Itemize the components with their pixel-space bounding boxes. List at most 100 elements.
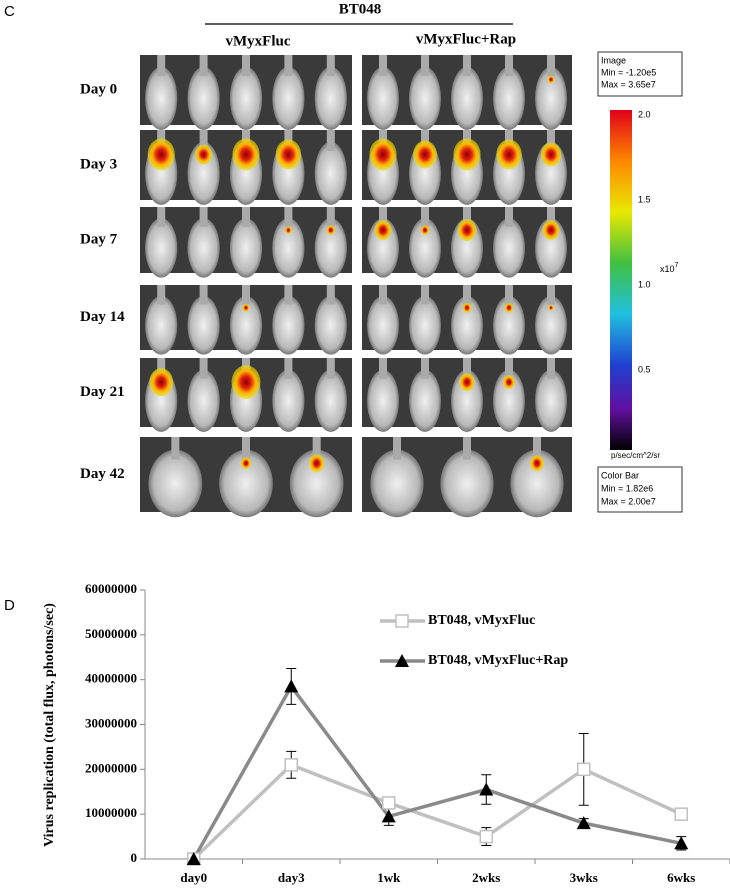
mouse-head (157, 285, 166, 305)
y-tick-label: 50000000 (85, 626, 137, 641)
color-bar-box-text: Min = 1.82e6 (601, 483, 653, 493)
mouse-head (284, 285, 293, 305)
mouse-head (242, 207, 250, 227)
x-tick-label: day0 (180, 870, 207, 885)
x-tick-label: 2wks (472, 870, 500, 885)
point (674, 807, 688, 821)
signal (232, 138, 260, 171)
signal (149, 368, 174, 397)
mouse-head (463, 207, 471, 227)
mouse (219, 449, 273, 518)
mouse-head (533, 437, 541, 460)
mouse (314, 369, 347, 432)
mouse (187, 369, 220, 432)
x-tick-label: day3 (278, 870, 305, 885)
mouse (367, 296, 399, 355)
image-box-text: Min = -1.20e5 (601, 67, 656, 77)
signal (457, 219, 477, 242)
mouse-head (463, 285, 471, 305)
signal (369, 138, 397, 171)
mouse (314, 66, 347, 130)
mouse-head (505, 55, 513, 76)
mouse-head (463, 437, 471, 460)
group-title: BT048 (339, 1, 382, 17)
signal (275, 139, 302, 170)
mouse (451, 66, 483, 130)
color-bar-box-text: Color Bar (601, 470, 639, 480)
x-tick-label: 3wks (570, 870, 598, 885)
colorbar-tick: 2.0 (638, 109, 651, 119)
mouse-head (171, 437, 180, 460)
signal (453, 138, 481, 171)
panel-label: C (4, 3, 15, 20)
mouse-head (547, 285, 555, 305)
mouse-head (242, 55, 250, 76)
mouse-head (284, 358, 293, 379)
mouse (493, 218, 525, 278)
mouse (145, 218, 178, 278)
mouse (272, 296, 305, 355)
mouse-head (505, 358, 513, 379)
legend-marker (395, 614, 409, 628)
y-tick-label: 60000000 (85, 581, 137, 596)
mouse-head (547, 130, 555, 151)
mouse (187, 218, 220, 278)
mouse (409, 369, 441, 432)
mouse (187, 296, 220, 355)
mouse-head (547, 55, 555, 76)
signal (503, 375, 515, 390)
legend-label: BT048, vMyxFluc (428, 613, 535, 628)
signal (496, 139, 522, 170)
point (186, 852, 201, 865)
mouse (289, 449, 344, 518)
mouse (148, 449, 203, 518)
mouse (535, 369, 567, 432)
signal (231, 365, 261, 400)
signal (374, 220, 392, 241)
mouse-head (242, 437, 250, 460)
mouse-head (284, 55, 293, 76)
row-label: Day 14 (80, 309, 125, 325)
point (284, 679, 299, 693)
point (381, 809, 396, 823)
point (284, 758, 298, 772)
mouse (314, 296, 347, 355)
signal (195, 144, 213, 165)
mouse-head (157, 207, 166, 227)
signal (504, 302, 514, 313)
legend-label: BT048, vMyxFluc+Rap (428, 653, 568, 668)
point (479, 829, 493, 844)
row-label: Day 7 (80, 231, 118, 247)
mouse (493, 369, 525, 432)
panel-label: D (4, 597, 15, 614)
colorbar-tick: 0.5 (638, 364, 651, 374)
mouse (370, 449, 424, 518)
mouse-head (199, 358, 208, 379)
point (479, 782, 494, 796)
mouse (510, 449, 564, 518)
point (576, 816, 591, 830)
mouse-head (463, 358, 471, 379)
mouse (367, 66, 399, 130)
y-axis-label: Virus replication (total flux, photons/s… (42, 603, 57, 847)
mouse-head (421, 358, 429, 379)
mouse (272, 66, 305, 130)
mouse-head (326, 285, 335, 305)
mouse-head (393, 437, 401, 460)
point (577, 762, 591, 777)
mouse (314, 141, 347, 205)
image-box (597, 51, 683, 97)
mouse (145, 296, 178, 355)
signal (459, 373, 475, 392)
signal (547, 75, 555, 84)
signal (326, 225, 336, 236)
signal (240, 457, 252, 470)
signal (420, 225, 430, 236)
mouse-head (421, 285, 429, 305)
color-bar (610, 110, 632, 450)
mouse-head (326, 207, 335, 227)
mouse (229, 218, 263, 278)
signal (147, 138, 175, 171)
mouse-head (379, 358, 387, 379)
mouse-head (284, 207, 293, 227)
